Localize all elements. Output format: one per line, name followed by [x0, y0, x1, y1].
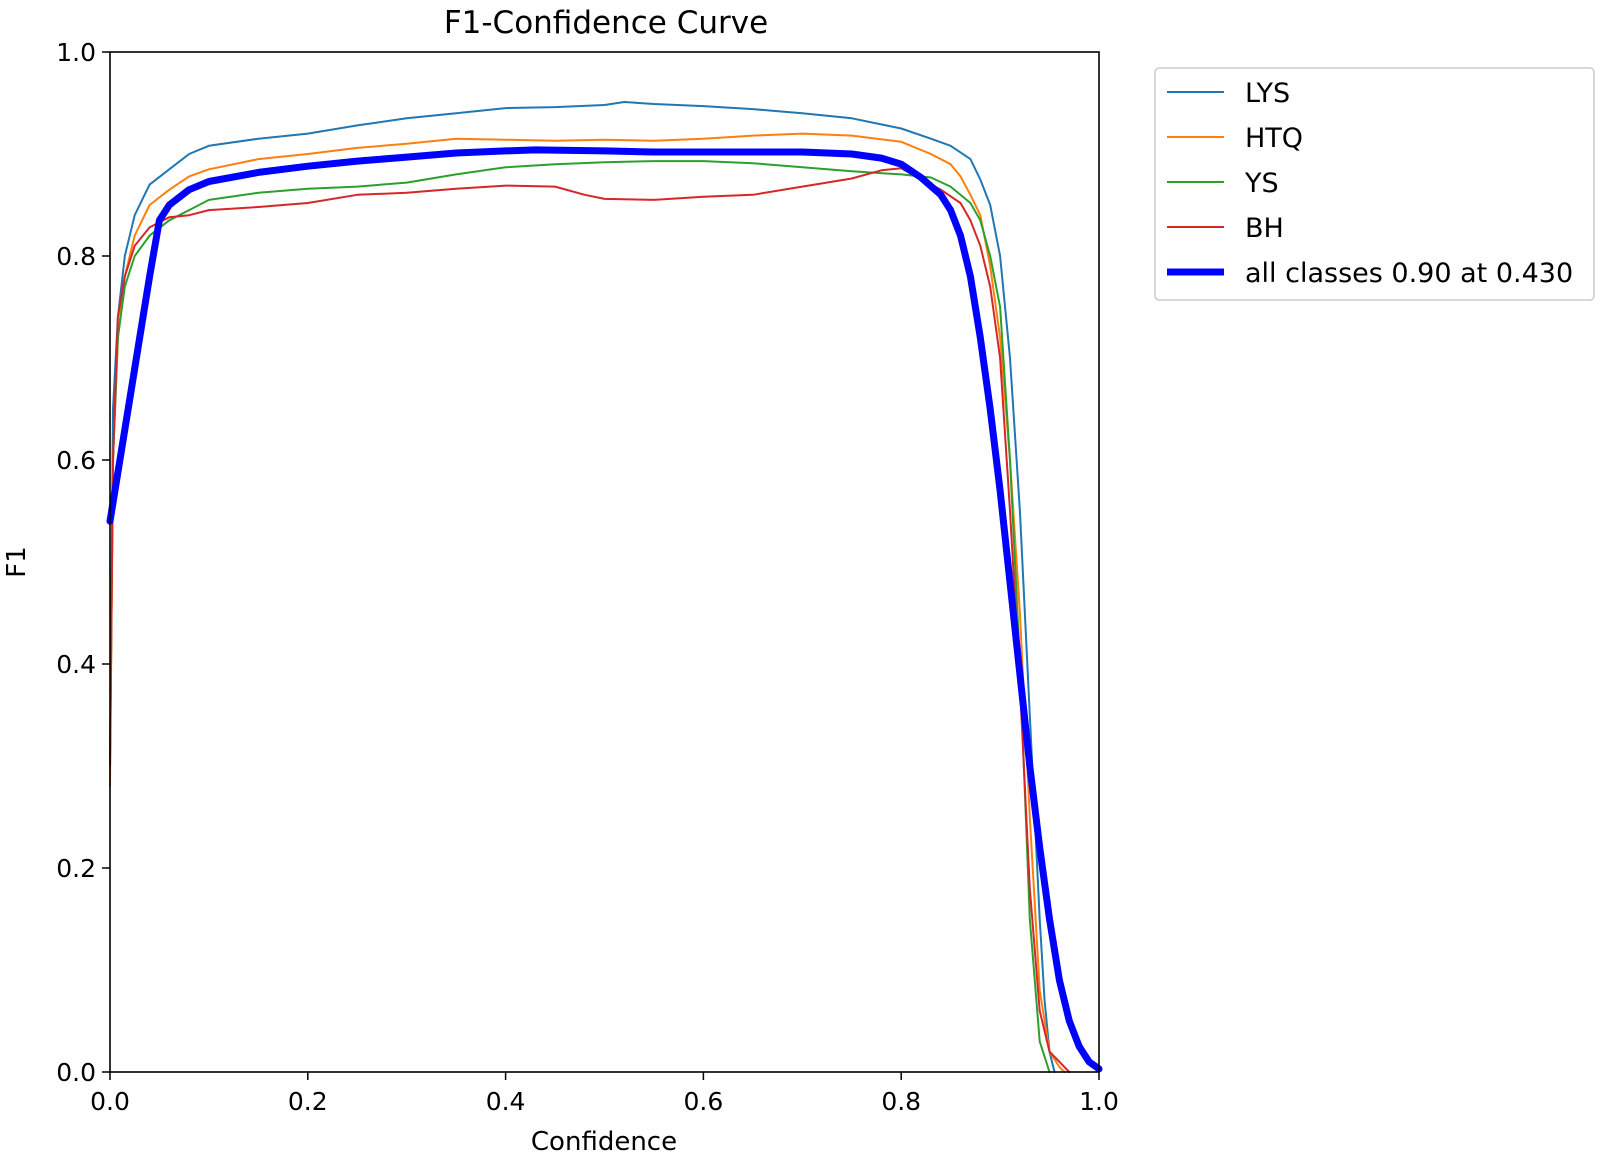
x-tick-label: 0.8	[881, 1087, 921, 1116]
x-tick-label: 0.6	[684, 1087, 724, 1116]
legend-label: LYS	[1245, 78, 1290, 109]
legend-label: HTQ	[1245, 123, 1303, 154]
x-tick-label: 0.2	[288, 1087, 328, 1116]
x-tick-label: 0.0	[90, 1087, 130, 1116]
x-axis-label: Confidence	[531, 1127, 677, 1157]
x-tick-label: 0.4	[486, 1087, 526, 1116]
y-axis-ticks: 0.0 0.2 0.4 0.6 0.8 1.0	[56, 38, 110, 1087]
series-line-ys	[109, 160, 1051, 1073]
legend-label: YS	[1244, 168, 1279, 199]
legend-items: LYS HTQ YS BH all classes 0.90 at 0.430	[1167, 78, 1573, 289]
series-line-bh	[109, 167, 1071, 1073]
y-tick-label: 0.0	[56, 1058, 96, 1087]
legend-label: all classes 0.90 at 0.430	[1245, 258, 1573, 289]
y-tick-label: 1.0	[56, 38, 96, 67]
y-tick-label: 0.2	[56, 854, 96, 883]
plot-frame	[109, 51, 1100, 1073]
legend-box	[1154, 67, 1595, 301]
y-axis-label: F1	[2, 546, 32, 578]
y-tick-label: 0.8	[56, 242, 96, 271]
x-axis-ticks: 0.0 0.2 0.4 0.6 0.8 1.0	[90, 1072, 1119, 1116]
series-line-htq	[109, 132, 1066, 1073]
legend-label: BH	[1245, 213, 1284, 244]
series-layer	[106, 101, 1103, 1073]
chart-title: F1-Confidence Curve	[444, 5, 768, 41]
y-tick-label: 0.6	[56, 446, 96, 475]
series-line-all	[106, 146, 1103, 1073]
y-tick-label: 0.4	[56, 650, 96, 679]
x-tick-label: 1.0	[1079, 1087, 1119, 1116]
series-line-lys	[109, 101, 1056, 1073]
legend: LYS HTQ YS BH all classes 0.90 at 0.430	[1154, 67, 1595, 301]
